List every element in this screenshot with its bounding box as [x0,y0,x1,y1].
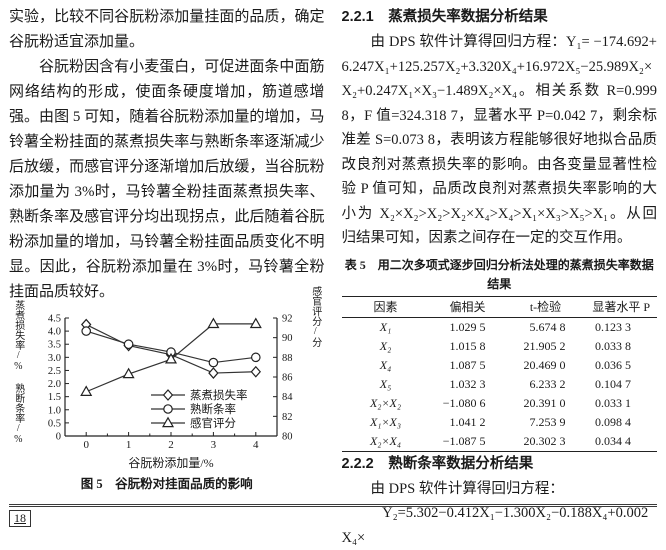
svg-text:3.5: 3.5 [48,340,61,351]
value-cell: 20.302 3 [523,433,566,448]
chart-axes: 0 0.5 1.0 1.5 2.0 2.5 3.0 3.5 4.0 4.5 80 82 84 86 88 90… [48,314,293,471]
svg-text:蒸煮损失率: 蒸煮损失率 [190,388,248,402]
table5-title: 表 5 用二次多项式逐步回归分析法处理的蒸煮损失率数据结果 [344,257,654,291]
y-axis-label-right: 感官评分/分 [309,286,321,347]
svg-text:1.0: 1.0 [48,405,61,416]
figure5-caption: 图 5 谷朊粉对挂面品质的影响 [80,477,253,491]
table5-header-row: 因素 偏相关 t-检验 显著水平 P [341,296,657,317]
value-cell: 0.123 3 [595,319,631,334]
chart-series-感官评分 [79,317,262,396]
value-cell: 20.391 0 [523,395,566,410]
value-cell: 20.469 0 [523,357,566,372]
value-cell: 6.233 2 [529,376,566,391]
table-row: X₅ 1.032 3 6.233 2 0.104 7 [342,375,658,394]
footer-rule [9,504,657,507]
value-cell: −1.080 6 [442,395,486,410]
svg-text:86: 86 [282,373,293,384]
section-heading-2-2-2: 2.2.2 熟断条率数据分析结果 [341,455,534,472]
value-cell: 0.033 1 [595,395,631,410]
svg-text:3: 3 [210,439,216,451]
value-cell: −1.087 5 [442,433,486,448]
table-5: 表 5 用二次多项式逐步回归分析法处理的蒸煮损失率数据结果 因素 偏相关 t-检验 显… [341,256,658,452]
paragraph-regression-2-intro: 由 DPS 软件计算得回归方程： [370,480,564,497]
paragraph-regression-1: 由 DPS 软件计算得回归方程：Y₁= −174.692+6.247X₁+125… [341,34,658,246]
value-cell: 21.905 2 [523,338,566,353]
svg-text:80: 80 [282,432,293,443]
value-cell: 1.041 2 [449,414,486,429]
svg-text:4.0: 4.0 [48,327,61,338]
table-row: X₂×X₄ −1.087 5 20.302 3 0.034 4 [342,432,658,452]
table-header-cell: 因素 [373,299,398,314]
value-cell: 7.253 9 [529,414,566,429]
section-heading-2-2-1: 2.2.1 蒸煮损失率数据分析结果 [341,9,548,25]
paragraph-continuation: 实验，比较不同谷朊粉添加量挂面的品质，确定谷朊粉适宜添加量。 [9,9,325,50]
y-axis-label-left: 蒸煮损失率/% 熟断条率/% [12,300,24,445]
svg-text:4: 4 [253,439,259,451]
right-column: 2.2.1 蒸煮损失率数据分析结果 由 DPS 软件计算得回归方程：Y₁= −1… [341,5,658,550]
svg-text:感官评分: 感官评分 [190,416,236,430]
paragraph-discussion: 谷朊粉因含有小麦蛋白，可促进面条中面筋网络结构的形成，使面条硬度增加，筋道感增强… [9,59,325,300]
factor-cell: X₅ [379,376,392,391]
svg-text:90: 90 [282,333,293,344]
table-row: X₁×X₃ 1.041 2 7.253 9 0.098 4 [342,413,658,432]
table-header-cell: 显著水平 P [592,299,651,314]
paper-page: 实验，比较不同谷朊粉添加量挂面的品质，确定谷朊粉适宜添加量。 谷朊粉因含有小麦蛋… [9,9,657,546]
svg-text:熟断条率: 熟断条率 [190,402,236,416]
figure5-plot-row: 蒸煮损失率/% 熟断条率/% 0 0.5 1.0 1.5 2.0 2.5 3.0 3.5 4.0… [9,286,325,471]
value-cell: 0.098 4 [595,414,631,429]
figure5-line-chart: 0 0.5 1.0 1.5 2.0 2.5 3.0 3.5 4.0 4.5 80 82 84 86 88 90… [48,314,293,471]
svg-text:0: 0 [56,432,61,443]
table-header-cell: t-检验 [529,299,562,314]
value-cell: 1.032 3 [449,376,486,391]
table-row: X₂ 1.015 8 21.905 2 0.033 8 [342,337,658,356]
svg-text:82: 82 [282,412,293,423]
chart-series-熟断条率 [81,326,261,368]
factor-cell: X₄ [379,357,392,372]
svg-text:2.0: 2.0 [48,379,61,390]
svg-text:84: 84 [282,392,293,403]
svg-text:3.0: 3.0 [48,353,61,364]
svg-text:谷朊粉添加量/%: 谷朊粉添加量/% [128,456,213,470]
table-row: X₄ 1.087 5 20.469 0 0.036 5 [342,356,658,375]
svg-text:92: 92 [282,314,293,325]
svg-text:0: 0 [83,439,89,451]
page-number: 18 [9,510,31,527]
svg-text:2.5: 2.5 [48,366,61,377]
svg-text:1.5: 1.5 [48,392,61,403]
equation-y2: Y₂=5.302−0.412X₁−1.300X₂−0.188X₄+0.002X₄… [341,505,649,546]
table-row: X₂×X₂ −1.080 6 20.391 0 0.033 1 [342,394,658,413]
value-cell: 0.036 5 [595,357,631,372]
value-cell: 0.034 4 [595,433,631,448]
factor-cell: X₁ [379,319,392,334]
factor-cell: X₂ [379,338,392,353]
table5-body: X₁ 1.029 5 5.674 8 0.123 3 X₂ 1.015 8 21.905 2… [342,317,658,451]
value-cell: 1.015 8 [449,338,486,353]
svg-text:1: 1 [126,439,132,451]
factor-cell: X₂×X₄ [369,433,402,448]
svg-text:2: 2 [168,439,174,451]
value-cell: 1.029 5 [449,319,486,334]
table-header-cell: 偏相关 [449,299,486,314]
table-row: X₁ 1.029 5 5.674 8 0.123 3 [342,317,658,337]
value-cell: 0.104 7 [595,376,631,391]
factor-cell: X₁×X₃ [369,414,402,429]
left-column: 实验，比较不同谷朊粉添加量挂面的品质，确定谷朊粉适宜添加量。 谷朊粉因含有小麦蛋… [9,5,325,550]
svg-text:0.5: 0.5 [48,418,61,429]
factor-cell: X₂×X₂ [369,395,402,410]
value-cell: 1.087 5 [449,357,486,372]
svg-text:88: 88 [282,353,293,364]
svg-text:4.5: 4.5 [48,314,61,325]
value-cell: 0.033 8 [595,338,631,353]
figure-5: 蒸煮损失率/% 熟断条率/% 0 0.5 1.0 1.5 2.0 2.5 3.0 3.5 4.0… [9,286,325,492]
value-cell: 5.674 8 [529,319,566,334]
